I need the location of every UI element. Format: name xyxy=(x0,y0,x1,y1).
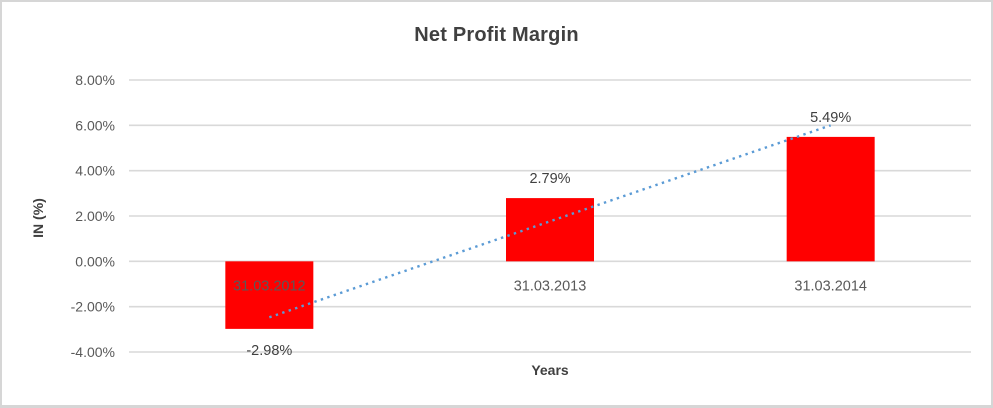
category-label: 31.03.2014 xyxy=(794,278,867,294)
value-label: -2.98% xyxy=(246,343,292,359)
category-label: 31.03.2012 xyxy=(233,278,306,294)
y-tick-label: 6.00% xyxy=(75,117,115,133)
y-tick-label: 2.00% xyxy=(75,208,115,224)
y-tick-label: 0.00% xyxy=(75,253,115,269)
chart-title: Net Profit Margin xyxy=(414,24,579,46)
bar xyxy=(786,136,875,262)
x-axis-title: Years xyxy=(531,362,569,378)
bar xyxy=(225,261,314,329)
value-label: 2.79% xyxy=(529,171,570,187)
category-label: 31.03.2013 xyxy=(514,278,587,294)
value-label: 5.49% xyxy=(810,110,851,126)
bar xyxy=(506,198,594,262)
y-tick-label: -2.00% xyxy=(71,299,115,315)
y-tick-label: 4.00% xyxy=(75,163,115,179)
y-tick-label: 8.00% xyxy=(75,72,115,88)
y-tick-label: -4.00% xyxy=(71,344,115,360)
